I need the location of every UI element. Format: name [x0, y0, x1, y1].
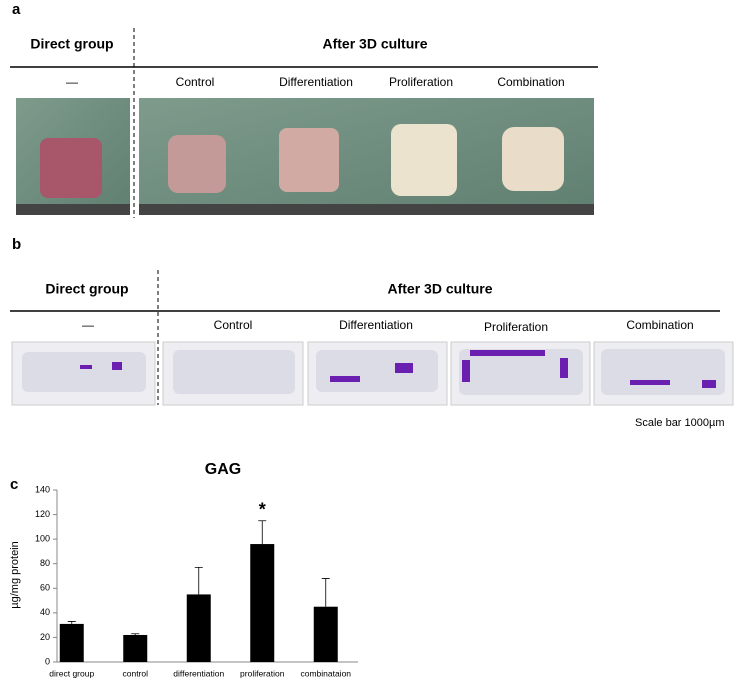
- sample: [279, 128, 339, 192]
- stain: [462, 360, 470, 382]
- stain: [470, 350, 545, 356]
- header: Direct group: [30, 36, 113, 52]
- y-tick-label: 140: [35, 484, 50, 494]
- error-bar: [67, 621, 76, 624]
- stain: [560, 358, 568, 378]
- y-tick-label: 80: [40, 558, 50, 568]
- column-label: Proliferation: [484, 320, 548, 334]
- tissue: [316, 350, 438, 392]
- chart-title: GAG: [205, 461, 241, 478]
- stain: [80, 365, 92, 369]
- stain: [330, 376, 360, 382]
- bar: [313, 606, 338, 662]
- y-axis-label: µg/mg protein: [9, 541, 21, 608]
- column-label: Differentiation: [339, 318, 413, 332]
- sample: [168, 135, 226, 193]
- y-tick-label: 20: [40, 632, 50, 642]
- header: After 3D culture: [322, 36, 427, 52]
- column-label: Combination: [626, 318, 693, 332]
- column-label: Combination: [497, 75, 564, 89]
- y-tick-label: 60: [40, 583, 50, 593]
- tissue: [22, 352, 146, 392]
- sample: [40, 138, 102, 198]
- column-label: Control: [214, 318, 253, 332]
- header: Direct group: [45, 281, 128, 297]
- ruler: [16, 204, 130, 215]
- x-tick-label: differentiation: [173, 668, 224, 678]
- annotation: *: [259, 499, 266, 519]
- x-tick-label: proliferation: [240, 668, 285, 678]
- bar: [186, 594, 211, 662]
- error-bar: [321, 578, 330, 607]
- x-tick-label: control: [122, 668, 148, 678]
- tissue-sections: [22, 349, 725, 395]
- stain: [702, 380, 716, 388]
- bar: [250, 544, 275, 662]
- panel-label: b: [12, 236, 21, 253]
- bar: [123, 634, 148, 662]
- x-tick-label: direct group: [49, 668, 94, 678]
- tissue: [459, 349, 583, 395]
- error-bar: [131, 633, 140, 635]
- ruler: [139, 204, 594, 215]
- gag-stain: [80, 350, 716, 388]
- y-tick-label: 40: [40, 607, 50, 617]
- sample: [502, 127, 564, 191]
- column-label: Differentiation: [279, 75, 353, 89]
- error-bar: [194, 567, 203, 595]
- y-tick-label: 120: [35, 509, 50, 519]
- tissue: [173, 350, 295, 394]
- scale-note: Scale bar 1000µm: [635, 417, 725, 429]
- stain: [395, 363, 413, 373]
- panel-label: c: [10, 476, 18, 493]
- column-label: —: [82, 318, 94, 332]
- x-tick-label: combinataion: [300, 668, 351, 678]
- panel-label: a: [12, 1, 21, 18]
- sample: [391, 124, 457, 196]
- photo-row: [16, 98, 594, 215]
- tissue: [601, 349, 725, 395]
- column-label: Proliferation: [389, 75, 453, 89]
- column-label: —: [66, 75, 78, 89]
- column-label: Control: [176, 75, 215, 89]
- error-bar: [258, 520, 267, 545]
- header: After 3D culture: [387, 281, 492, 297]
- y-tick-label: 100: [35, 534, 50, 544]
- stain: [630, 380, 670, 385]
- bar: [59, 623, 84, 662]
- y-tick-label: 0: [45, 656, 50, 666]
- stain: [112, 362, 122, 370]
